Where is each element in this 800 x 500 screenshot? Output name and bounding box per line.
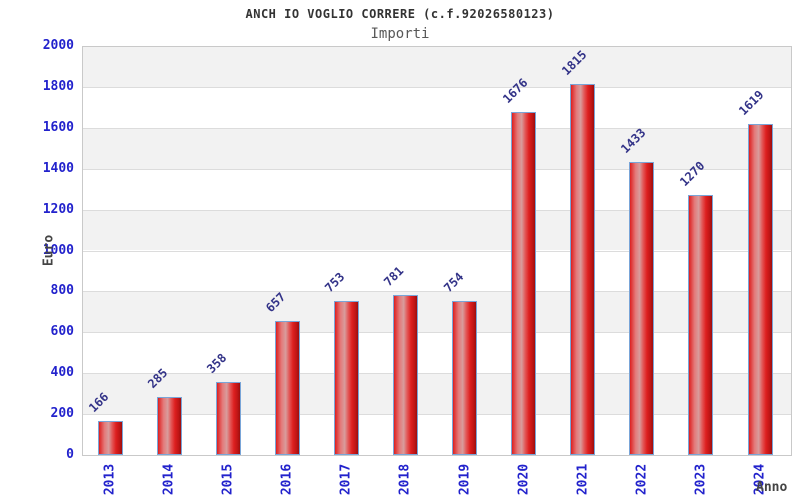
gridline xyxy=(82,169,792,170)
bar xyxy=(511,112,537,455)
bar xyxy=(333,301,359,455)
bar xyxy=(452,300,478,455)
gridline xyxy=(82,251,792,252)
gridline xyxy=(82,414,792,415)
y-tick-label: 800 xyxy=(50,283,74,299)
y-tick-label: 400 xyxy=(50,365,74,381)
y-tick-label: 1800 xyxy=(42,78,74,94)
bar xyxy=(629,161,655,455)
grid-band xyxy=(82,209,792,251)
bar xyxy=(274,320,300,455)
x-tick-label: 2013 xyxy=(102,463,118,496)
x-tick-label: 2022 xyxy=(634,463,650,496)
gridline xyxy=(82,373,792,374)
y-tick-label: 600 xyxy=(50,324,74,340)
x-tick-label: 2017 xyxy=(338,463,354,496)
y-tick-label: 1000 xyxy=(42,242,74,258)
x-tick-label: 2014 xyxy=(161,463,177,496)
y-tick-label: 1600 xyxy=(42,119,74,135)
gridline xyxy=(82,128,792,129)
plot-frame xyxy=(82,46,792,456)
gridline xyxy=(82,291,792,292)
y-tick-label: 0 xyxy=(66,447,74,462)
grid-band xyxy=(82,46,792,87)
x-tick-label: 2015 xyxy=(220,463,236,496)
grid-band xyxy=(82,127,792,169)
x-axis-title: Anno xyxy=(756,480,788,495)
bar xyxy=(392,295,418,455)
y-tick-label: 200 xyxy=(50,406,74,422)
y-tick-label: 2000 xyxy=(42,38,74,53)
bar xyxy=(97,421,123,455)
x-tick-label: 2023 xyxy=(693,463,709,496)
bar xyxy=(688,195,714,455)
chart-title: ANCH IO VOGLIO CORRERE (c.f.92026580123) xyxy=(245,7,555,21)
y-tick-label: 1200 xyxy=(42,201,74,217)
y-axis-title: Euro xyxy=(41,234,57,267)
gridline xyxy=(82,210,792,211)
grid-band xyxy=(82,373,792,415)
x-tick-label: 2020 xyxy=(516,463,532,496)
chart-subtitle: Importi xyxy=(370,26,430,42)
gridline xyxy=(82,87,792,88)
gridline xyxy=(82,332,792,333)
grid-band xyxy=(82,291,792,333)
x-tick-label: 2019 xyxy=(457,463,473,496)
bar xyxy=(747,123,773,455)
x-tick-label: 2021 xyxy=(575,463,591,496)
bar xyxy=(156,396,182,455)
y-tick-label: 1400 xyxy=(42,160,74,176)
x-tick-label: 2016 xyxy=(279,463,295,496)
x-tick-label: 2018 xyxy=(397,463,413,496)
bar xyxy=(215,381,241,455)
bar xyxy=(570,83,596,455)
